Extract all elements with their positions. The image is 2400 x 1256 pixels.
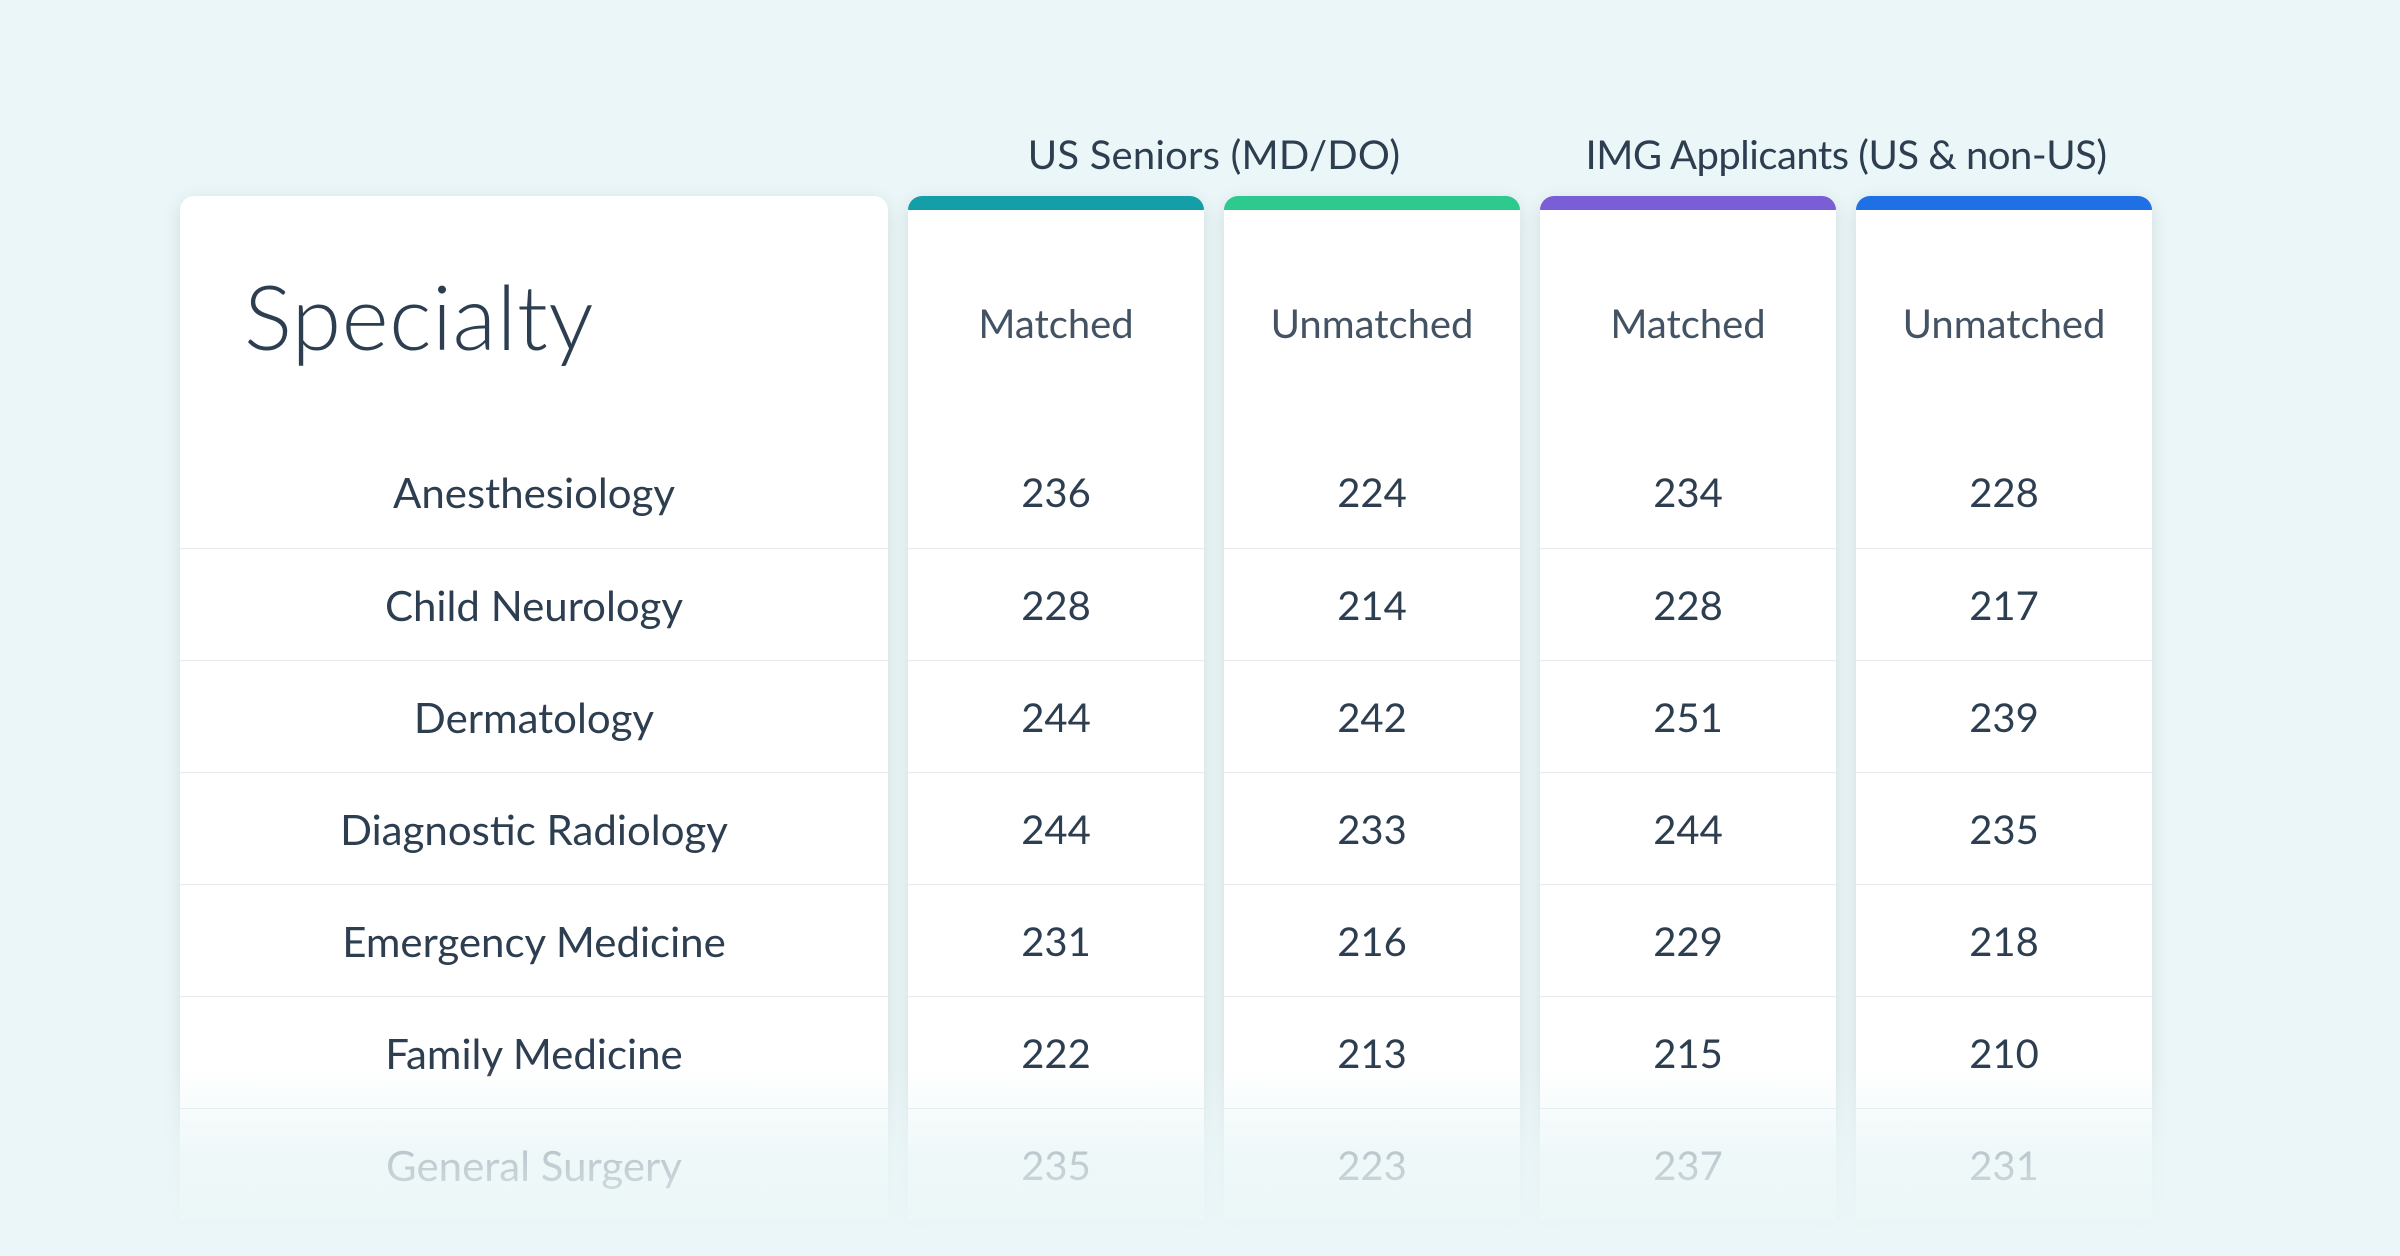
table-row: General Surgery xyxy=(180,1108,888,1220)
cell-value: 237 xyxy=(1653,1141,1723,1189)
accent-bar xyxy=(1224,196,1520,210)
table-row: 244 xyxy=(908,660,1204,772)
table-row: 244 xyxy=(908,772,1204,884)
table-row: 239 xyxy=(1856,660,2152,772)
table-row: Family Medicine xyxy=(180,996,888,1108)
table-row: 213 xyxy=(1224,996,1520,1108)
cell-value: 228 xyxy=(1653,581,1723,629)
table-row: 210 xyxy=(1856,996,2152,1108)
cell-value: 223 xyxy=(1337,1141,1407,1189)
cell-value: 239 xyxy=(1969,693,2039,741)
table-row: 242 xyxy=(1224,660,1520,772)
cell-value: 235 xyxy=(1021,1141,1091,1189)
column-header: Unmatched xyxy=(1856,210,2152,436)
table-row: 234 xyxy=(1540,436,1836,548)
cell-specialty: Family Medicine xyxy=(385,1028,682,1078)
cell-value: 233 xyxy=(1337,805,1407,853)
column-specialty: Specialty Anesthesiology Child Neurology… xyxy=(180,196,888,1220)
cell-value: 216 xyxy=(1337,917,1407,965)
cell-value: 218 xyxy=(1969,917,2039,965)
table-row: 228 xyxy=(1540,548,1836,660)
table-row: 237 xyxy=(1540,1108,1836,1220)
column-header: Matched xyxy=(1540,210,1836,436)
table-columns: Specialty Anesthesiology Child Neurology… xyxy=(180,196,2220,1220)
column-header-specialty: Specialty xyxy=(180,196,888,436)
column-img-unmatched: Unmatched 228 217 239 235 218 210 231 xyxy=(1856,196,2152,1220)
accent-bar xyxy=(1856,196,2152,210)
table-row: 229 xyxy=(1540,884,1836,996)
cell-specialty: Diagnostic Radiology xyxy=(340,804,728,854)
table-row: 216 xyxy=(1224,884,1520,996)
table-row: 218 xyxy=(1856,884,2152,996)
cell-value: 217 xyxy=(1969,581,2039,629)
group-label-img: IMG Applicants (US & non-US) xyxy=(1540,130,2152,178)
table-row: 214 xyxy=(1224,548,1520,660)
cell-value: 229 xyxy=(1653,917,1723,965)
cell-value: 228 xyxy=(1021,581,1091,629)
table-row: Anesthesiology xyxy=(180,436,888,548)
cell-value: 244 xyxy=(1653,805,1723,853)
cell-value: 231 xyxy=(1969,1141,2039,1189)
table-row: 215 xyxy=(1540,996,1836,1108)
table-row: Dermatology xyxy=(180,660,888,772)
table-row: 251 xyxy=(1540,660,1836,772)
table-row: 228 xyxy=(1856,436,2152,548)
accent-bar xyxy=(1540,196,1836,210)
cell-value: 251 xyxy=(1653,693,1723,741)
cell-value: 210 xyxy=(1969,1029,2039,1077)
column-img-matched: Matched 234 228 251 244 229 215 237 xyxy=(1540,196,1836,1220)
cell-value: 242 xyxy=(1337,693,1407,741)
column-us-unmatched: Unmatched 224 214 242 233 216 213 223 xyxy=(1224,196,1520,1220)
table-row: 222 xyxy=(908,996,1204,1108)
table-row: Diagnostic Radiology xyxy=(180,772,888,884)
cell-specialty: Emergency Medicine xyxy=(342,916,726,966)
cell-specialty: Child Neurology xyxy=(385,580,683,630)
table-row: 236 xyxy=(908,436,1204,548)
cell-specialty: Anesthesiology xyxy=(393,467,675,517)
table-row: 233 xyxy=(1224,772,1520,884)
cell-value: 244 xyxy=(1021,693,1091,741)
column-header: Unmatched xyxy=(1224,210,1520,436)
cell-specialty: General Surgery xyxy=(386,1140,682,1190)
table-row: Emergency Medicine xyxy=(180,884,888,996)
cell-specialty: Dermatology xyxy=(414,692,654,742)
column-us-matched: Matched 236 228 244 244 231 222 235 xyxy=(908,196,1204,1220)
accent-bar xyxy=(908,196,1204,210)
table-row: Child Neurology xyxy=(180,548,888,660)
table-row: 235 xyxy=(908,1108,1204,1220)
table-row: 228 xyxy=(908,548,1204,660)
table-row: 231 xyxy=(908,884,1204,996)
cell-value: 215 xyxy=(1653,1029,1723,1077)
cell-value: 235 xyxy=(1969,805,2039,853)
table-container: US Seniors (MD/DO) IMG Applicants (US & … xyxy=(180,130,2220,1220)
table-row: 235 xyxy=(1856,772,2152,884)
cell-value: 244 xyxy=(1021,805,1091,853)
table-row: 217 xyxy=(1856,548,2152,660)
table-row: 223 xyxy=(1224,1108,1520,1220)
column-group-labels: US Seniors (MD/DO) IMG Applicants (US & … xyxy=(180,130,2220,178)
table-row: 244 xyxy=(1540,772,1836,884)
cell-value: 228 xyxy=(1969,468,2039,516)
group-label-us-seniors: US Seniors (MD/DO) xyxy=(908,130,1520,178)
cell-value: 236 xyxy=(1021,468,1091,516)
cell-value: 213 xyxy=(1337,1029,1407,1077)
cell-value: 231 xyxy=(1021,917,1091,965)
column-header: Matched xyxy=(908,210,1204,436)
table-row: 224 xyxy=(1224,436,1520,548)
cell-value: 222 xyxy=(1021,1029,1091,1077)
cell-value: 234 xyxy=(1653,468,1723,516)
table-row: 231 xyxy=(1856,1108,2152,1220)
cell-value: 224 xyxy=(1337,468,1407,516)
cell-value: 214 xyxy=(1337,581,1407,629)
